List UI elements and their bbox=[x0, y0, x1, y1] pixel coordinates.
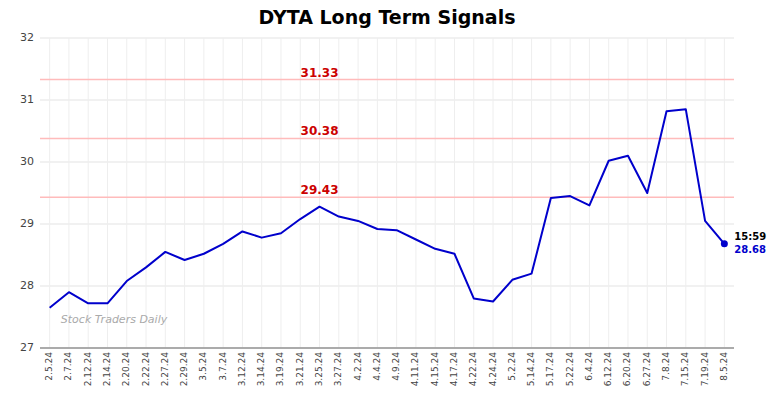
x-grid-line bbox=[512, 38, 513, 348]
x-tick-label: 4.24.24 bbox=[488, 352, 498, 387]
x-tick-label: 7.15.24 bbox=[680, 352, 690, 387]
x-tick-label: 3.14.24 bbox=[256, 352, 266, 387]
x-tick-label: 4.22.24 bbox=[468, 352, 478, 387]
y-tick-label: 28 bbox=[20, 279, 34, 292]
x-tick-label: 4.11.24 bbox=[410, 352, 420, 387]
price-line bbox=[50, 109, 725, 307]
x-grid-line bbox=[261, 38, 262, 348]
x-tick-label: 4.17.24 bbox=[449, 352, 459, 387]
y-grid-line bbox=[40, 100, 734, 101]
x-tick-label: 3.7.24 bbox=[218, 352, 228, 381]
x-grid-line bbox=[184, 38, 185, 348]
signal-label: 29.43 bbox=[301, 183, 339, 197]
x-grid-line bbox=[242, 38, 243, 348]
signal-line bbox=[40, 197, 734, 199]
x-grid-line bbox=[68, 38, 69, 348]
x-grid-line bbox=[396, 38, 397, 348]
plot-area bbox=[40, 80, 734, 308]
chart: 27 28 29 30 31 32 2.5.24 2.7.24 2.12.24 2.14.24 2.… bbox=[0, 0, 784, 398]
y-tick-label: 31 bbox=[20, 93, 34, 106]
x-tick-label: 4.2.24 bbox=[353, 352, 363, 381]
x-tick-label: 2.29.24 bbox=[179, 352, 189, 387]
signal-line bbox=[40, 79, 734, 81]
x-grid-line bbox=[49, 38, 50, 348]
x-tick-label: 5.22.24 bbox=[565, 352, 575, 387]
x-tick-label: 7.8.24 bbox=[661, 352, 671, 381]
x-grid-line bbox=[126, 38, 127, 348]
x-tick-label: 8.5.24 bbox=[719, 352, 729, 381]
x-tick-label: 2.12.24 bbox=[83, 352, 93, 387]
watermark: Stock Traders Daily bbox=[61, 313, 168, 326]
x-tick-label: 3.27.24 bbox=[333, 352, 343, 387]
x-tick-label: 4.15.24 bbox=[430, 352, 440, 387]
x-grid-line bbox=[280, 38, 281, 348]
x-tick-label: 3.5.24 bbox=[198, 352, 208, 381]
x-grid-line bbox=[705, 38, 706, 348]
y-tick-label: 27 bbox=[20, 341, 34, 354]
y-grid-line bbox=[40, 348, 734, 349]
x-grid-line bbox=[415, 38, 416, 348]
last-point-annotation: 28.68 bbox=[734, 244, 766, 255]
x-tick-label: 6.20.24 bbox=[622, 352, 632, 387]
x-grid-line bbox=[203, 38, 204, 348]
x-tick-label: 5.17.24 bbox=[545, 352, 555, 387]
x-tick-label: 2.27.24 bbox=[160, 352, 170, 387]
title: DYTA Long Term Signals bbox=[259, 6, 516, 28]
x-grid-line bbox=[88, 38, 89, 348]
x-tick-label: 4.4.24 bbox=[372, 352, 382, 381]
x-grid-line bbox=[550, 38, 551, 348]
x-grid-line bbox=[608, 38, 609, 348]
x-grid-line bbox=[435, 38, 436, 348]
x-grid-line bbox=[223, 38, 224, 348]
x-tick-label: 3.12.24 bbox=[237, 352, 247, 387]
x-tick-label: 5.14.24 bbox=[526, 352, 536, 387]
x-grid-line bbox=[589, 38, 590, 348]
x-tick-label: 3.19.24 bbox=[275, 352, 285, 387]
signal-line bbox=[40, 138, 734, 140]
x-grid-line bbox=[666, 38, 667, 348]
last-point-annotation: 15:59 bbox=[734, 231, 766, 242]
x-tick-label: 2.7.24 bbox=[63, 352, 73, 381]
x-grid-line bbox=[358, 38, 359, 348]
x-tick-label: 2.20.24 bbox=[121, 352, 131, 387]
y-tick-label: 29 bbox=[20, 217, 34, 230]
x-tick-label: 5.2.24 bbox=[507, 352, 517, 381]
x-tick-label: 3.25.24 bbox=[314, 352, 324, 387]
x-tick-label: 2.14.24 bbox=[102, 352, 112, 387]
x-grid-line bbox=[724, 38, 725, 348]
signal-label: 30.38 bbox=[301, 124, 339, 138]
y-grid-line bbox=[40, 38, 734, 39]
x-grid-line bbox=[146, 38, 147, 348]
y-tick-label: 30 bbox=[20, 155, 34, 168]
x-tick-label: 7.19.24 bbox=[700, 352, 710, 387]
x-tick-label: 6.12.24 bbox=[603, 352, 613, 387]
y-grid-line bbox=[40, 286, 734, 287]
y-tick-label: 32 bbox=[20, 31, 34, 44]
x-grid-line bbox=[473, 38, 474, 348]
x-grid-line bbox=[165, 38, 166, 348]
x-tick-label: 2.22.24 bbox=[141, 352, 151, 387]
x-tick-label: 2.5.24 bbox=[44, 352, 54, 381]
x-grid-line bbox=[377, 38, 378, 348]
x-tick-label: 4.9.24 bbox=[391, 352, 401, 381]
x-tick-label: 6.27.24 bbox=[642, 352, 652, 387]
x-grid-line bbox=[531, 38, 532, 348]
x-grid-line bbox=[627, 38, 628, 348]
x-axis-line bbox=[40, 347, 734, 348]
x-grid-line bbox=[454, 38, 455, 348]
x-grid-line bbox=[685, 38, 686, 348]
signal-label: 31.33 bbox=[301, 66, 339, 80]
x-tick-label: 3.21.24 bbox=[295, 352, 305, 387]
x-grid-line bbox=[570, 38, 571, 348]
x-tick-label: 6.4.24 bbox=[584, 352, 594, 381]
y-grid-line bbox=[40, 224, 734, 225]
last-point bbox=[721, 240, 728, 247]
